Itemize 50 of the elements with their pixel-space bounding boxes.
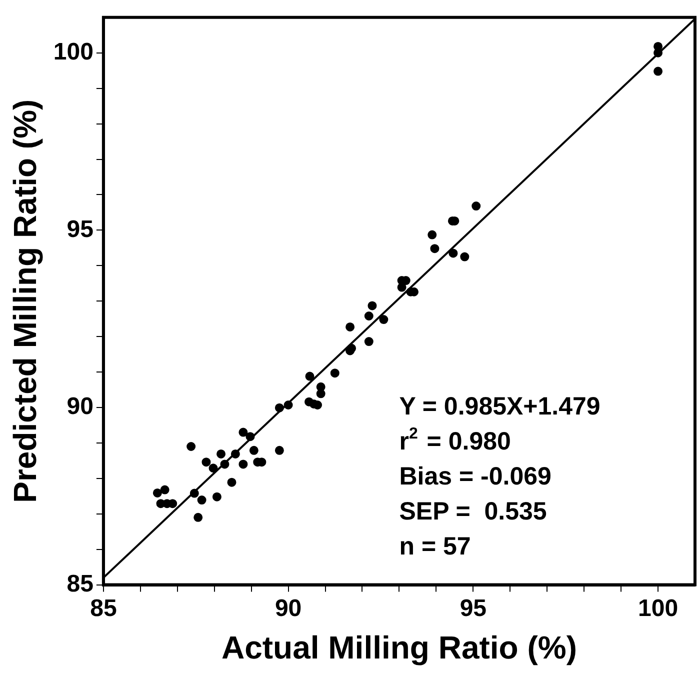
point bbox=[428, 230, 437, 240]
point bbox=[190, 488, 199, 498]
point bbox=[230, 449, 240, 458]
point bbox=[238, 428, 248, 437]
point bbox=[316, 389, 326, 398]
x-tick-label: 100 bbox=[638, 594, 678, 622]
point bbox=[346, 322, 355, 332]
point bbox=[238, 460, 248, 469]
point bbox=[216, 449, 226, 458]
point bbox=[448, 248, 458, 258]
point bbox=[364, 311, 374, 320]
point bbox=[249, 446, 258, 455]
point bbox=[368, 301, 377, 310]
point bbox=[284, 400, 293, 410]
annotation: SEP = 0.535 bbox=[399, 498, 547, 526]
point bbox=[246, 432, 255, 442]
point bbox=[364, 337, 374, 346]
point bbox=[379, 315, 388, 324]
y-axis-title: Predicted Milling Ratio (%) bbox=[7, 99, 44, 503]
y-tick-label: 100 bbox=[53, 38, 94, 66]
x-tick-label: 85 bbox=[90, 594, 117, 622]
point bbox=[202, 458, 211, 467]
y-tick-label: 95 bbox=[66, 216, 94, 243]
point bbox=[313, 400, 322, 410]
point bbox=[274, 403, 284, 412]
y-tick-label: 90 bbox=[66, 393, 94, 420]
point bbox=[430, 244, 440, 254]
x-axis-title: Actual Milling Ratio (%) bbox=[221, 630, 577, 666]
annotation: Y = 0.985X+1.479 bbox=[399, 392, 600, 421]
x-tick-label: 90 bbox=[274, 594, 302, 622]
point bbox=[330, 368, 340, 378]
x-tick-label: 95 bbox=[460, 594, 487, 622]
point bbox=[220, 460, 230, 469]
annotation: n = 57 bbox=[399, 532, 471, 561]
point bbox=[186, 442, 196, 451]
point bbox=[160, 485, 170, 494]
point bbox=[305, 372, 314, 381]
point bbox=[347, 344, 356, 353]
point bbox=[197, 496, 206, 505]
point bbox=[227, 478, 236, 487]
point bbox=[212, 492, 222, 502]
point bbox=[472, 202, 481, 211]
y-tick-label: 85 bbox=[66, 570, 94, 598]
point bbox=[208, 464, 218, 473]
point bbox=[274, 446, 284, 455]
point bbox=[460, 252, 470, 262]
point bbox=[152, 488, 162, 498]
point bbox=[654, 66, 663, 76]
annotation: Bias = -0.069 bbox=[399, 462, 552, 491]
point bbox=[194, 512, 203, 522]
